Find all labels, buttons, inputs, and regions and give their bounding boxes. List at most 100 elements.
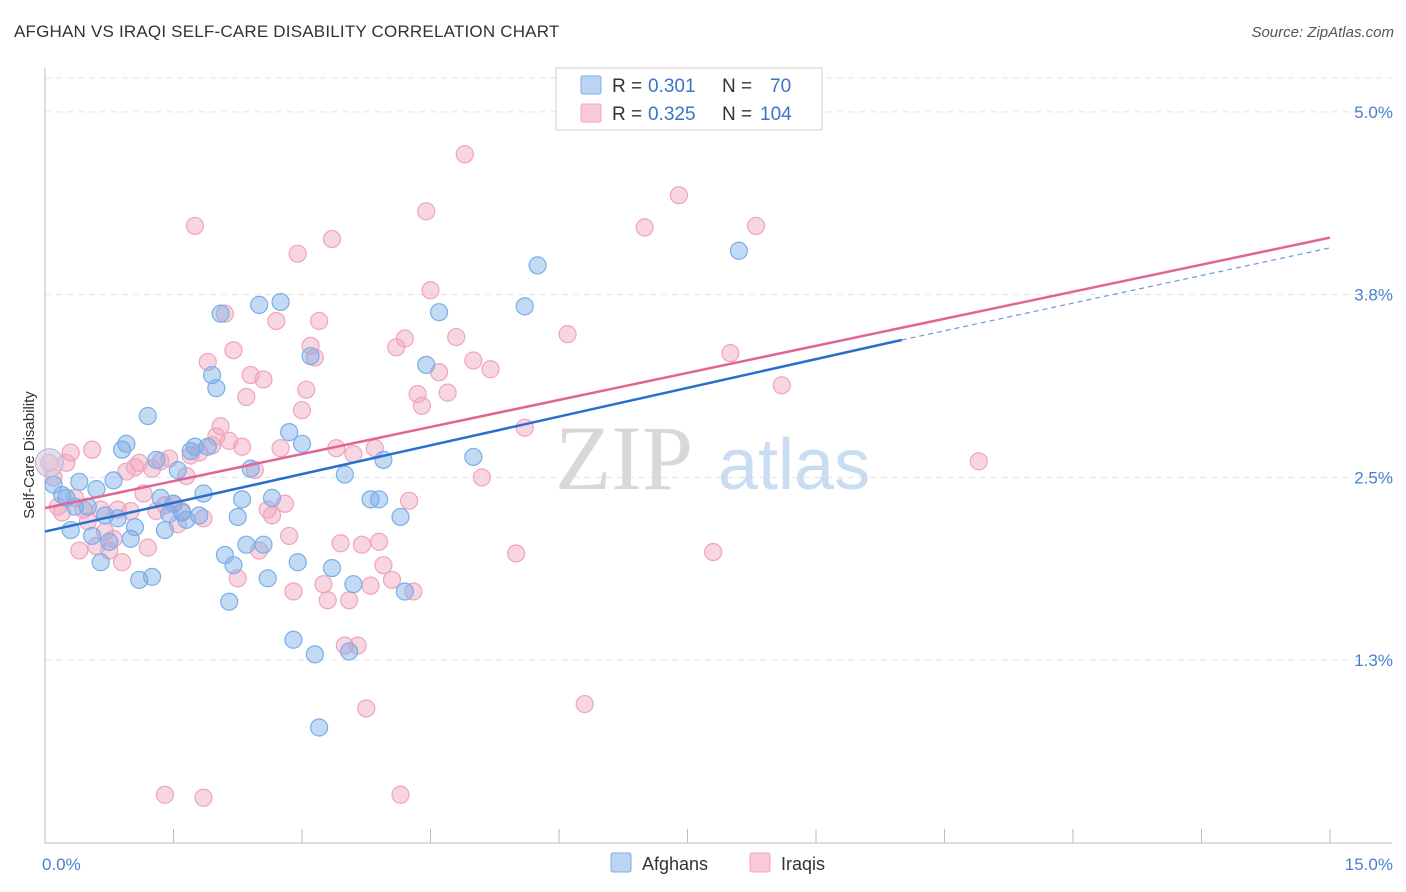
iraqi-point bbox=[318, 591, 337, 610]
afghan-point bbox=[207, 379, 226, 398]
x-tick-label: 0.0% bbox=[42, 855, 81, 874]
iraqi-point bbox=[61, 443, 80, 462]
iraqi-point bbox=[412, 396, 432, 415]
y-tick-labels: 1.3% 2.5% 3.8% 5.0% bbox=[1354, 103, 1393, 670]
afghan-point bbox=[417, 355, 436, 374]
afghan-point bbox=[237, 535, 256, 554]
afghan-point bbox=[292, 434, 312, 453]
iraqi-point bbox=[772, 376, 791, 395]
trend-lines bbox=[44, 236, 1331, 533]
afghan-point bbox=[515, 297, 534, 316]
iraqi-point bbox=[292, 401, 312, 420]
afghan-point bbox=[284, 630, 303, 649]
iraqi-point bbox=[669, 186, 689, 205]
y-tick-label: 2.5% bbox=[1354, 468, 1393, 487]
iraqi-point bbox=[138, 538, 157, 557]
iraqi-point bbox=[194, 788, 213, 807]
x-tick-label: 15.0% bbox=[1345, 855, 1393, 874]
afghan-point bbox=[147, 450, 166, 469]
iraqi-point bbox=[408, 384, 427, 404]
afghan-point bbox=[220, 592, 239, 611]
afghan-point bbox=[464, 447, 483, 467]
iraqi-point bbox=[232, 437, 252, 456]
iraqi-point bbox=[382, 570, 402, 589]
afghan-point-large bbox=[34, 448, 64, 478]
iraqi-point bbox=[635, 218, 654, 237]
afghan-point bbox=[155, 520, 175, 540]
iraqi-point bbox=[155, 785, 175, 804]
iraqi-point bbox=[215, 304, 234, 323]
afghan-point bbox=[121, 529, 140, 548]
afghan-point bbox=[391, 507, 410, 527]
iraqi-point bbox=[455, 145, 474, 164]
legend-swatch-afghans bbox=[580, 75, 602, 95]
legend-n-value-afghans: 70 bbox=[770, 76, 791, 97]
afghan-point bbox=[117, 434, 136, 453]
afghan-point bbox=[108, 509, 127, 528]
iraqi-point bbox=[374, 556, 393, 575]
iraqi-point bbox=[284, 582, 303, 601]
iraqi-point bbox=[271, 439, 290, 458]
afghan-point bbox=[185, 437, 205, 456]
iraqi-point bbox=[280, 526, 299, 546]
chart-title: AFGHAN VS IRAQI SELF-CARE DISABILITY COR… bbox=[14, 22, 560, 41]
iraqi-point bbox=[361, 576, 380, 595]
afghan-point bbox=[100, 532, 119, 551]
afghan-point bbox=[528, 256, 547, 275]
iraqi-point bbox=[438, 383, 457, 402]
afghan-trend-extension bbox=[901, 247, 1331, 341]
y-axis-label: Self-Care Disability bbox=[21, 391, 38, 519]
iraqi-point bbox=[447, 327, 466, 347]
afghan-point bbox=[262, 488, 282, 508]
legend-n-label-iraqis: N = bbox=[722, 104, 752, 125]
iraqi-point bbox=[721, 344, 740, 363]
iraqi-point bbox=[267, 311, 286, 331]
afghan-point bbox=[190, 506, 209, 525]
iraqi-point bbox=[301, 336, 320, 355]
afghan-point bbox=[344, 575, 363, 594]
afghan-point bbox=[198, 437, 217, 456]
afghan-point bbox=[70, 472, 89, 491]
afghan-point bbox=[250, 295, 269, 314]
afghan-point bbox=[370, 490, 389, 509]
iraqi-point bbox=[185, 216, 205, 236]
afghan-point bbox=[322, 558, 342, 578]
iraqi-point bbox=[464, 351, 483, 370]
afghan-point bbox=[211, 304, 230, 323]
iraqi-point bbox=[472, 468, 491, 487]
afghan-point bbox=[335, 465, 354, 484]
watermark-atlas: atlas bbox=[718, 425, 870, 505]
iraqi-point bbox=[314, 575, 333, 594]
afghan-point bbox=[258, 569, 277, 588]
legend-swatch-iraqis bbox=[580, 103, 602, 123]
iraqi-point bbox=[83, 440, 102, 459]
bottom-legend-swatch-iraqis bbox=[749, 852, 771, 873]
afghan-point bbox=[232, 490, 252, 509]
afghan-point bbox=[280, 423, 299, 442]
iraqi-point bbox=[288, 244, 307, 263]
iraqi-point bbox=[746, 216, 766, 236]
afghan-point bbox=[125, 518, 145, 537]
afghan-point bbox=[254, 535, 273, 554]
iraqi-point bbox=[575, 694, 594, 714]
afghan-point bbox=[168, 461, 187, 480]
iraqi-point bbox=[70, 541, 89, 560]
afghan-point bbox=[305, 645, 324, 664]
afghan-point bbox=[83, 526, 102, 546]
iraqi-point bbox=[112, 553, 132, 572]
afghan-point bbox=[301, 346, 320, 366]
legend-box: R = 0.301 N = 70 R = 0.325 N = 104 bbox=[555, 67, 823, 131]
y-tick-label: 3.8% bbox=[1354, 286, 1393, 305]
source-note: Source: ZipAtlas.com bbox=[1251, 24, 1394, 41]
afghan-point bbox=[429, 303, 449, 322]
watermark: ZIP atlas bbox=[555, 407, 870, 509]
afghan-point bbox=[271, 292, 290, 312]
afghan-trend-line bbox=[44, 338, 902, 533]
bottom-legend-label-afghans: Afghans bbox=[642, 854, 708, 874]
iraqi-point bbox=[969, 452, 988, 471]
legend-r-value-iraqis: 0.325 bbox=[648, 104, 696, 125]
iraqi-point bbox=[322, 229, 342, 249]
afghan-point bbox=[288, 553, 307, 572]
iraqi-point bbox=[211, 417, 230, 436]
